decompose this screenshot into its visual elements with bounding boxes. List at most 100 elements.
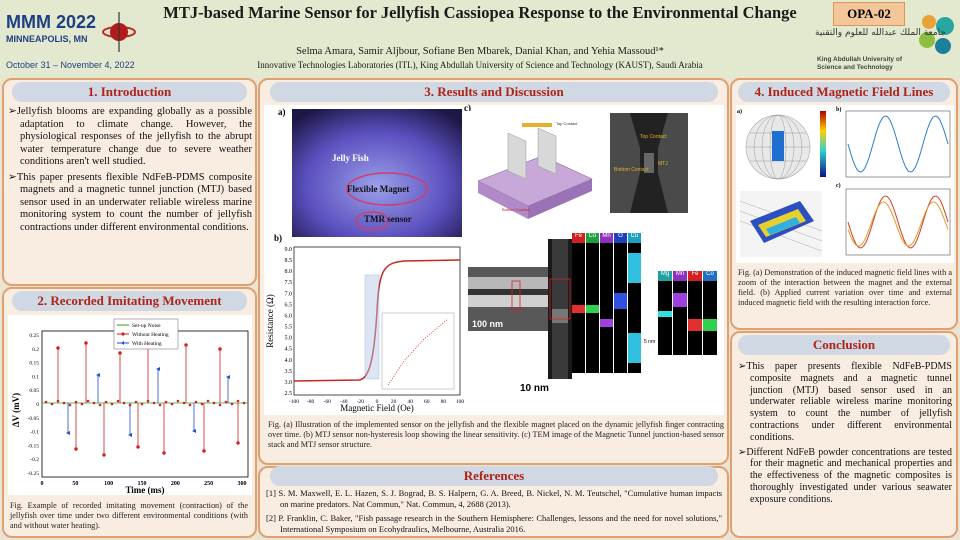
- rh-y-tick: 6.0: [285, 313, 293, 319]
- kaust-english-name: King Abdullah University of Science and …: [817, 56, 902, 72]
- noise-point: [230, 402, 234, 406]
- device-3d-model: Top Contact Bottom Contact: [468, 111, 602, 221]
- movement-y-tick: -0.05: [28, 416, 40, 422]
- eds-label-mn: Mn: [600, 233, 613, 243]
- movement-y-tick: 0: [36, 402, 39, 408]
- rh-y-tick: 7.0: [285, 291, 293, 297]
- recorded-movement-heading: 2. Recorded Imitating Movement: [12, 291, 247, 311]
- legend-with-heating: With Heating: [132, 341, 162, 347]
- poster-header: MMM 2022 MINNEAPOLIS, MN October 31 – No…: [0, 0, 960, 78]
- movement-y-tick: 0.15: [29, 361, 39, 367]
- rh-x-tick: -60: [324, 399, 332, 405]
- movement-y-tick: -0.15: [28, 443, 40, 449]
- eds-label-mn-2: Mn: [673, 271, 687, 281]
- rh-y-tick: 3.0: [285, 380, 293, 386]
- induced-panel-b-label: b): [836, 107, 842, 113]
- eds-maps-right: Mg Mn Fe Co: [658, 271, 718, 355]
- introduction-heading: 1. Introduction: [12, 82, 247, 102]
- without-heating-point: [162, 451, 166, 455]
- without-heating-point: [136, 445, 140, 449]
- movement-x-tick: 250: [204, 481, 213, 487]
- rh-x-tick: 80: [441, 399, 447, 405]
- induced-field-panel: 4. Induced Magnetic Field Lines a) b): [730, 78, 958, 330]
- kaust-emblem-icon: [919, 15, 954, 54]
- intro-bullet: ➢Jellyfish blooms are expanding globally…: [8, 106, 252, 167]
- movement-legend: Set-up Noise Without Heating With Heatin…: [113, 318, 179, 350]
- field-zoom-image: [740, 191, 822, 257]
- without-heating-point: [202, 449, 206, 453]
- kaust-name-line-2: Science and Technology: [817, 64, 893, 71]
- field-lines-sphere: [745, 114, 811, 180]
- rh-x-tick: 20: [391, 399, 397, 405]
- noise-point: [128, 403, 132, 407]
- sem-label-mtj: MTJ: [658, 161, 668, 167]
- eds-map-cu: Cu: [628, 233, 641, 373]
- rh-y-tick: 9.0: [285, 247, 293, 253]
- device-label-top-contact: Top Contact: [556, 121, 578, 126]
- tem-stack-image: 100 nm: [468, 267, 548, 331]
- rh-y-tick: 5.5: [285, 325, 293, 331]
- globe-icon: [102, 12, 136, 52]
- movement-x-tick: 0: [41, 481, 44, 487]
- movement-y-tick: -0.2: [30, 457, 39, 463]
- without-heating-point: [218, 347, 222, 351]
- tem-scale-10nm: 10 nm: [520, 383, 549, 394]
- photo-label-jellyfish: Jelly Fish: [332, 153, 369, 163]
- eds-label-co: Co: [586, 233, 599, 243]
- movement-y-tick: 0.2: [32, 347, 39, 353]
- current-sine-chart: [845, 110, 951, 178]
- conclusion-heading: Conclusion: [738, 335, 950, 355]
- tem-scale-100nm: 100 nm: [472, 319, 503, 329]
- noise-point: [140, 402, 144, 406]
- jellyfish-photo: Jelly Fish Flexible Magnet TMR sensor: [292, 109, 462, 237]
- device-sem-image: Top Contact MTJ Bottom Contact: [610, 113, 688, 213]
- movement-y-tick: 0.05: [29, 388, 39, 394]
- rh-x-tick: 0: [376, 399, 379, 405]
- references-list: [1] S. M. Maxwell, E. L. Hazen, S. J. Bo…: [266, 488, 722, 538]
- rh-y-tick: 8.5: [285, 258, 293, 264]
- movement-y-tick: -0.1: [30, 430, 39, 436]
- noise-point: [188, 403, 192, 407]
- noise-point: [74, 400, 78, 404]
- eds-map-mn-2: Mn: [673, 271, 687, 355]
- poster-authors: Selma Amara, Samir Aljbour, Sofiane Ben …: [296, 46, 664, 57]
- rh-y-label: Resistance (Ω): [265, 294, 275, 347]
- noise-point: [170, 402, 174, 406]
- noise-point: [86, 399, 90, 403]
- rh-y-tick: 3.5: [285, 369, 293, 375]
- without-heating-point: [102, 453, 106, 457]
- panel-b-label: b): [274, 233, 283, 243]
- without-heating-point: [184, 343, 188, 347]
- kaust-name-line-1: King Abdullah University of: [817, 56, 902, 63]
- induced-field-figure: a) b) c): [736, 105, 954, 263]
- eds-label-fe: Fe: [572, 233, 585, 243]
- without-heating-point: [56, 346, 60, 350]
- rh-y-tick: 4.0: [285, 358, 293, 364]
- conference-name: MMM 2022: [6, 12, 97, 32]
- photo-label-magnet: Flexible Magnet: [347, 184, 409, 194]
- noise-point: [44, 400, 48, 404]
- noise-point: [242, 401, 246, 405]
- with-heating-point: [96, 373, 100, 377]
- eds-label-mg: Mg: [658, 271, 672, 281]
- movement-x-tick: 300: [238, 481, 247, 487]
- noise-point: [194, 400, 198, 404]
- noise-point: [176, 399, 180, 403]
- results-figure: a) Jelly Fish Flexible Magnet TMR sensor…: [264, 103, 724, 415]
- rh-x-tick: -100: [289, 399, 299, 405]
- conference-dates: October 31 – November 4, 2022: [6, 60, 135, 70]
- rh-x-tick: -40: [340, 399, 348, 405]
- reference-item: [1] S. M. Maxwell, E. L. Hazen, S. J. Bo…: [266, 488, 722, 509]
- eds-label-o: O: [614, 233, 627, 243]
- movement-y-tick: -0.25: [28, 471, 40, 477]
- noise-point: [104, 400, 108, 404]
- noise-point: [164, 400, 168, 404]
- sem-label-top-contact: Top Contact: [640, 134, 667, 140]
- tem-scale-5nm: 5 nm: [644, 339, 656, 345]
- tem-zoom-column: [548, 239, 572, 379]
- movement-x-label: Time (ms): [125, 485, 164, 495]
- noise-point: [62, 401, 66, 405]
- rh-y-tick: 2.5: [285, 391, 293, 397]
- poster-title: MTJ-based Marine Sensor for Jellyfish Ca…: [163, 3, 797, 22]
- movement-y-tick: 0.1: [32, 374, 39, 380]
